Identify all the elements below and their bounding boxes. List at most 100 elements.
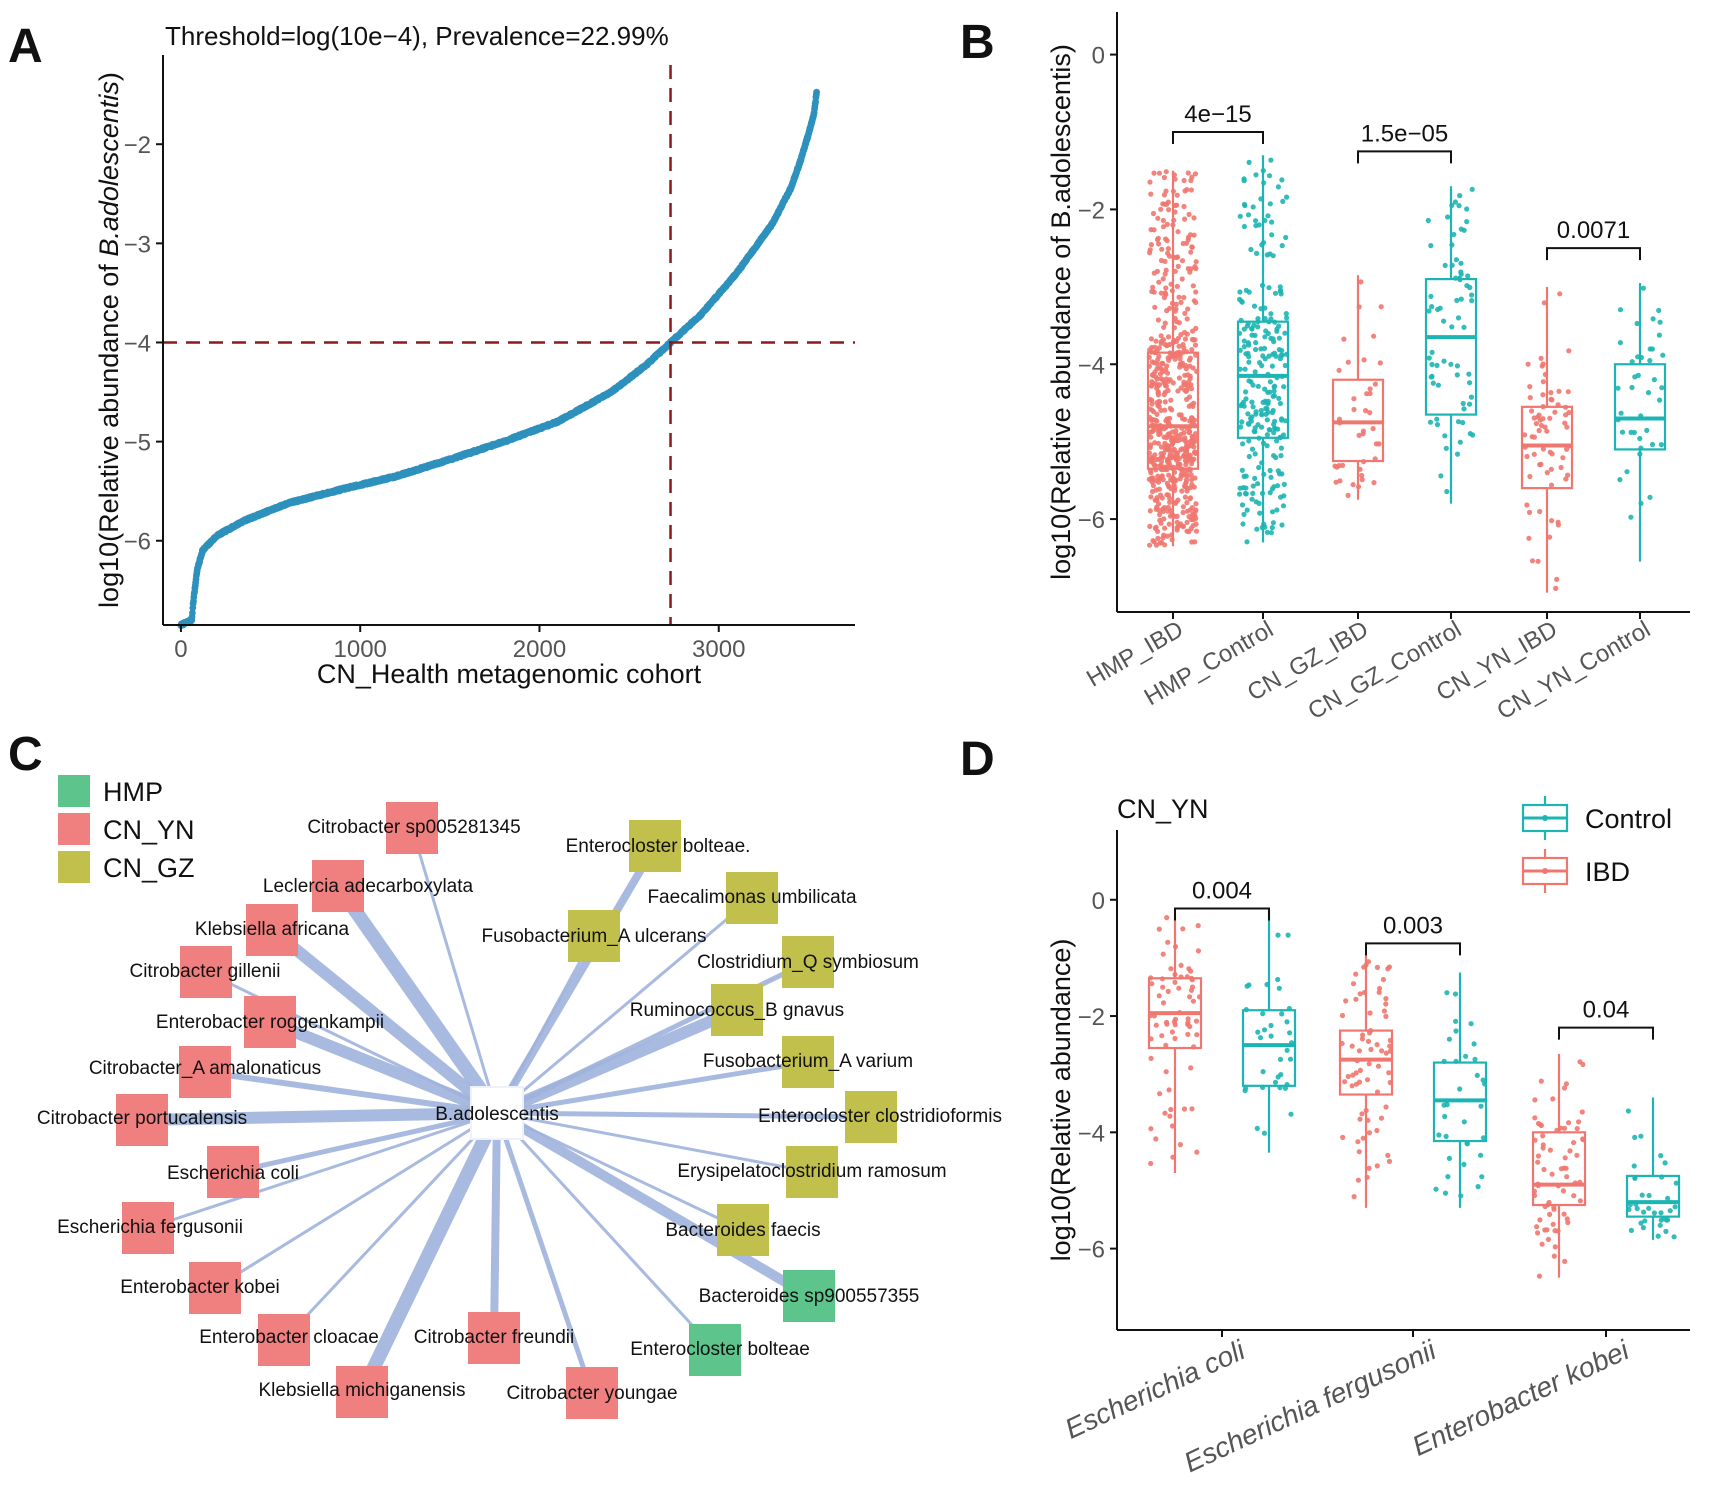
- jitter-point: [1371, 480, 1377, 486]
- jitter-point: [1564, 424, 1570, 430]
- jitter-point: [1266, 285, 1272, 291]
- jitter-point: [1638, 1220, 1644, 1226]
- jitter-point: [1190, 283, 1196, 289]
- jitter-point: [1385, 1152, 1391, 1158]
- jitter-point: [1161, 505, 1168, 511]
- jitter-point: [1262, 334, 1268, 340]
- jitter-point: [1356, 1048, 1362, 1054]
- network-edge: [214, 1111, 498, 1290]
- jitter-point: [1282, 362, 1288, 369]
- jitter-point: [1673, 1180, 1679, 1186]
- jitter-point: [1194, 1032, 1200, 1038]
- network-edge: [494, 1112, 595, 1394]
- jitter-point: [1280, 503, 1287, 509]
- jitter-point: [1651, 377, 1657, 383]
- jitter-point: [1174, 283, 1180, 289]
- jitter-point: [1538, 355, 1544, 361]
- jitter-point: [1180, 240, 1186, 247]
- jitter-point: [1351, 406, 1357, 413]
- jitter-point: [1153, 506, 1159, 512]
- jitter-point: [1150, 483, 1156, 489]
- jitter-point: [1184, 187, 1190, 193]
- jitter-point: [1617, 477, 1623, 483]
- jitter-point: [1631, 429, 1637, 436]
- jitter-point: [1619, 429, 1626, 435]
- network-node-label: Leclercia adecarboxylata: [263, 876, 474, 897]
- jitter-point: [1183, 381, 1189, 387]
- jitter-point: [1283, 311, 1289, 317]
- jitter-point: [1345, 359, 1351, 365]
- jitter-point: [1165, 250, 1171, 256]
- jitter-point: [1175, 388, 1181, 394]
- jitter-point: [1259, 424, 1265, 430]
- jitter-point: [1163, 443, 1169, 449]
- jitter-point: [1556, 388, 1562, 394]
- jitter-point: [1244, 983, 1250, 989]
- network-edge: [493, 843, 659, 1116]
- jitter-point: [1246, 378, 1252, 384]
- jitter-point: [1546, 1199, 1552, 1206]
- jitter-point: [1672, 1204, 1678, 1210]
- y-axis-title: log10(Relative abundance): [1046, 939, 1076, 1262]
- jitter-point: [1173, 499, 1179, 505]
- jitter-point: [1279, 522, 1285, 528]
- jitter-point: [1456, 203, 1462, 209]
- jitter-point: [1541, 300, 1547, 306]
- jitter-point: [1448, 361, 1454, 367]
- jitter-point: [1239, 502, 1246, 508]
- jitter-point: [1350, 482, 1356, 488]
- jitter-point: [1148, 1126, 1154, 1132]
- jitter-point: [1161, 532, 1167, 538]
- jitter-point: [1429, 349, 1435, 355]
- jitter-point: [1164, 221, 1170, 227]
- jitter-point: [1250, 483, 1256, 489]
- jitter-point: [1571, 1193, 1577, 1199]
- y-axis-title-suffix: ): [94, 72, 124, 81]
- jitter-point: [1469, 186, 1475, 192]
- jitter-point: [1617, 340, 1623, 346]
- jitter-point: [1239, 419, 1245, 425]
- jitter-point: [1159, 495, 1165, 501]
- jitter-point: [1665, 1217, 1671, 1223]
- jitter-point: [1158, 520, 1164, 526]
- jitter-point: [1281, 384, 1287, 390]
- jitter-point: [1160, 217, 1166, 224]
- jitter-point: [1524, 453, 1530, 460]
- jitter-point: [1537, 417, 1543, 423]
- jitter-point: [1237, 491, 1243, 497]
- jitter-point: [1458, 260, 1464, 266]
- box: [1236, 320, 1290, 439]
- jitter-point: [1333, 479, 1339, 485]
- network-node-label: Enterocloster bolteae.: [566, 836, 751, 857]
- jitter-point: [1147, 179, 1153, 185]
- x-tick-label: 2000: [513, 636, 566, 663]
- jitter-point: [1383, 996, 1389, 1002]
- legend-swatch-cn-gz: [58, 851, 90, 883]
- jitter-point: [1176, 985, 1182, 991]
- jitter-point: [1156, 926, 1162, 932]
- jitter-point: [1349, 1043, 1355, 1049]
- jitter-point: [1245, 212, 1252, 218]
- jitter-point: [1159, 246, 1165, 252]
- jitter-point: [1371, 333, 1377, 339]
- network-node: [786, 1146, 838, 1198]
- jitter-point: [1179, 488, 1185, 494]
- jitter-point: [1183, 439, 1189, 445]
- legend-label: CN_GZ: [103, 853, 195, 883]
- jitter-point: [1279, 471, 1285, 477]
- jitter-point: [1278, 453, 1284, 459]
- y-axis-title-prefix: log10(Relative abundance of: [94, 257, 124, 608]
- jitter-point: [1560, 455, 1566, 461]
- jitter-point: [1426, 308, 1432, 314]
- p-value-label: 4e−15: [1184, 101, 1251, 128]
- jitter-point: [1353, 996, 1359, 1002]
- y-tick-label: −6: [124, 529, 151, 556]
- jitter-point: [1268, 530, 1274, 536]
- jitter-point: [1637, 435, 1643, 442]
- jitter-point: [1165, 504, 1171, 510]
- significance-bracket: [1357, 150, 1452, 164]
- jitter-point: [1657, 319, 1663, 325]
- jitter-point: [1380, 976, 1386, 983]
- jitter-point: [1169, 353, 1175, 359]
- jitter-point: [1624, 469, 1630, 475]
